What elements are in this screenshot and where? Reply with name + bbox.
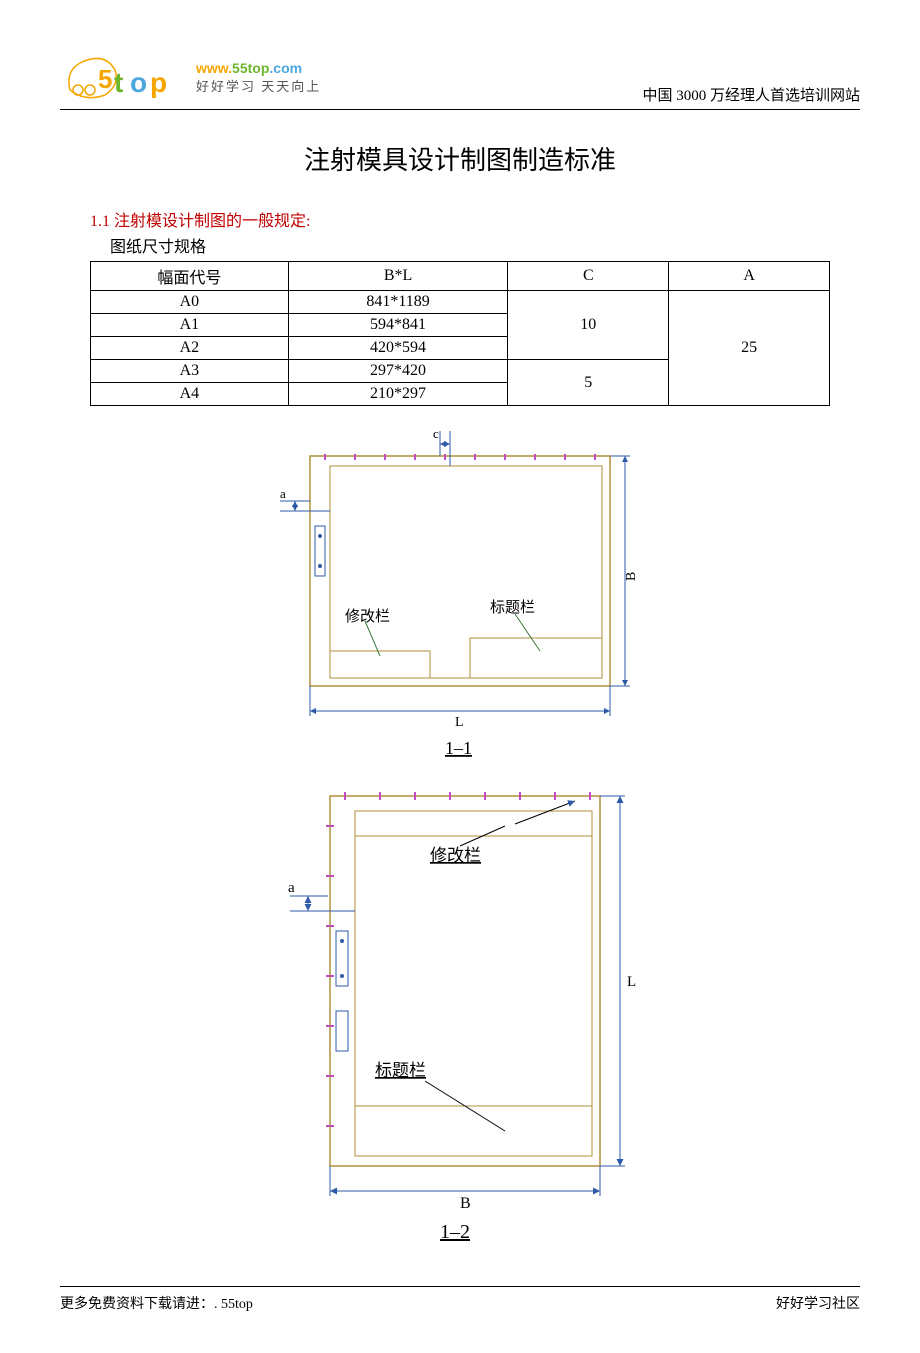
diagram-1-1: c a 修改栏 标题栏 B L [60, 426, 860, 766]
footer-left: 更多免费资料下载请进：. 55top [60, 1293, 253, 1313]
col-header: 幅面代号 [91, 262, 289, 291]
footer-right: 好好学习社区 [776, 1293, 860, 1313]
page: 5 t o p www.55top.com 好好学习 天天向上 中国 3000 … [0, 0, 920, 1353]
dim-L: L [627, 974, 636, 990]
cell: 5 [508, 360, 669, 406]
cell: 210*297 [288, 383, 508, 406]
page-footer: 更多免费资料下载请进：. 55top 好好学习社区 [60, 1286, 860, 1313]
label-xiugai: 修改栏 [345, 608, 390, 625]
cell: 25 [669, 291, 830, 406]
diagram-caption: 1–2 [440, 1221, 470, 1243]
cell: 594*841 [288, 314, 508, 337]
label-biaoti: 标题栏 [490, 599, 535, 616]
svg-text:5: 5 [98, 64, 112, 94]
page-title: 注射模具设计制图制造标准 [60, 140, 860, 177]
svg-text:p: p [150, 67, 167, 98]
table-row: 幅面代号 B*L C A [91, 262, 830, 291]
cell: 841*1189 [288, 291, 508, 314]
section-subheading: 图纸尺寸规格 [110, 233, 860, 257]
logo-text: www.55top.com 好好学习 天天向上 [196, 60, 321, 95]
section-heading: 1.1 注射模设计制图的一般规定: [90, 207, 860, 231]
header-right-text: 中国 3000 万经理人首选培训网站 [642, 84, 860, 105]
spec-table: 幅面代号 B*L C A A0 841*1189 10 25 A1 594*84… [90, 261, 830, 406]
dim-L: L [455, 715, 464, 730]
logo-url: www.55top.com [196, 60, 321, 76]
svg-text:o: o [130, 67, 147, 98]
dim-B: B [624, 572, 639, 581]
col-header: C [508, 262, 669, 291]
logo-slogan: 好好学习 天天向上 [196, 76, 321, 95]
label-biaoti: 标题栏 [375, 1061, 426, 1080]
cell: 10 [508, 291, 669, 360]
cell: A4 [91, 383, 289, 406]
logo-block: 5 t o p www.55top.com 好好学习 天天向上 [60, 50, 321, 105]
col-header: B*L [288, 262, 508, 291]
cell: A2 [91, 337, 289, 360]
dim-B: B [460, 1195, 471, 1212]
cell: 420*594 [288, 337, 508, 360]
cell: A1 [91, 314, 289, 337]
cell: A0 [91, 291, 289, 314]
diagram-1-2: 修改栏 a 标题栏 L B 1– [60, 786, 860, 1246]
label-xiugai: 修改栏 [430, 846, 481, 865]
dim-a: a [280, 486, 286, 501]
cell: 297*420 [288, 360, 508, 383]
dim-c: c [433, 426, 439, 441]
page-header: 5 t o p www.55top.com 好好学习 天天向上 中国 3000 … [60, 50, 860, 110]
diagram-caption: 1–1 [445, 738, 472, 758]
logo-icon: 5 t o p [60, 50, 190, 105]
cell: A3 [91, 360, 289, 383]
table-row: A0 841*1189 10 25 [91, 291, 830, 314]
svg-text:t: t [114, 67, 123, 98]
col-header: A [669, 262, 830, 291]
dim-a: a [288, 880, 295, 896]
